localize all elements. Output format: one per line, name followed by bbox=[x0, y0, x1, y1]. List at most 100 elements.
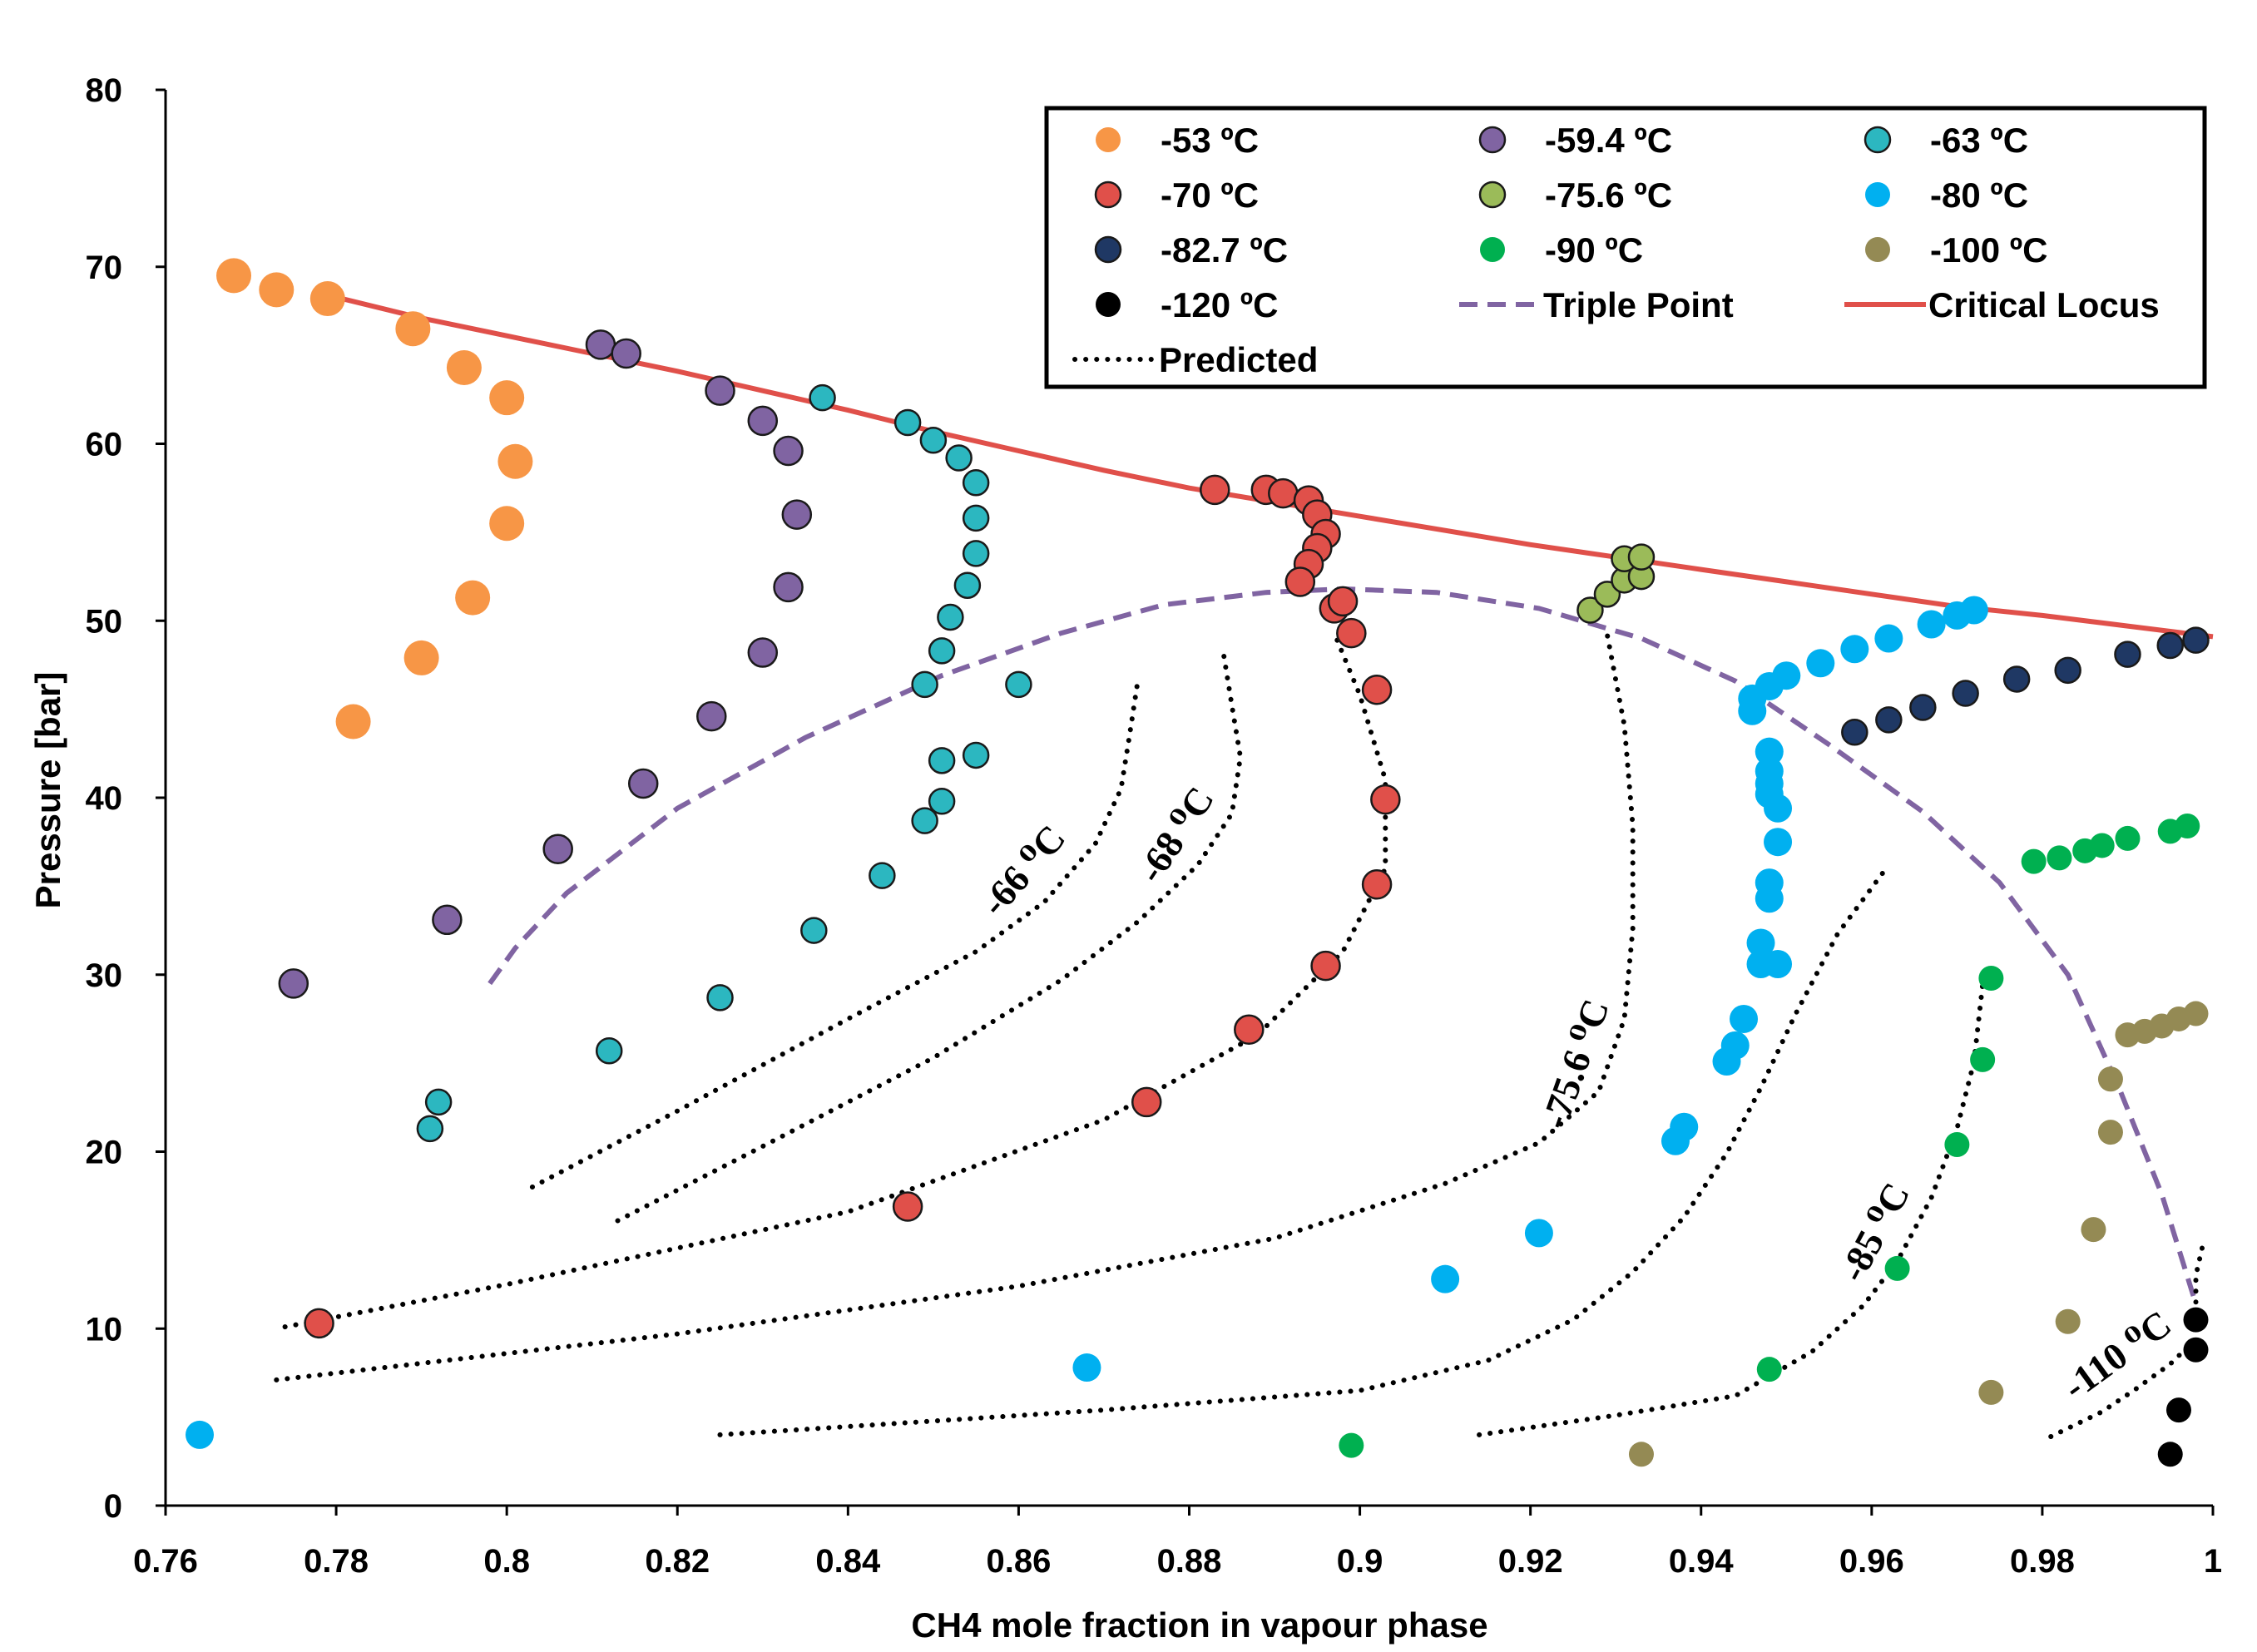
data-point bbox=[809, 383, 836, 412]
legend-label: -90 ºC bbox=[1545, 230, 1643, 270]
x-tick-label: 0.86 bbox=[986, 1543, 1051, 1580]
curve-label: -75.6 ⁰C bbox=[1532, 994, 1616, 1135]
legend-label: -120 ºC bbox=[1161, 285, 1278, 324]
x-tick-label: 0.8 bbox=[483, 1543, 530, 1580]
data-point bbox=[278, 968, 309, 999]
data-point bbox=[706, 984, 734, 1011]
x-tick-label: 0.98 bbox=[2010, 1543, 2075, 1580]
data-point bbox=[1944, 1131, 1970, 1157]
data-point bbox=[928, 637, 956, 665]
data-point bbox=[1917, 610, 1946, 639]
axes: 0.76 0.78 0.8 0.82 0.84 0.86 0.88 0.9 0.92 0.94 0.… bbox=[86, 72, 2223, 1580]
data-point bbox=[1764, 949, 1793, 978]
data-point bbox=[585, 329, 616, 360]
data-point bbox=[1874, 624, 1903, 653]
data-point bbox=[705, 375, 735, 406]
data-point bbox=[595, 1036, 623, 1065]
data-point bbox=[1336, 617, 1367, 649]
predicted-curve bbox=[717, 862, 1892, 1437]
data-point bbox=[2054, 656, 2081, 685]
data-point bbox=[2021, 848, 2047, 874]
legend-label: Predicted bbox=[1159, 340, 1318, 379]
predicted-curve bbox=[615, 650, 1244, 1224]
predicted-curve bbox=[274, 632, 1636, 1382]
data-point bbox=[2114, 641, 2141, 668]
data-point bbox=[1339, 1432, 1364, 1458]
data-point bbox=[403, 640, 439, 675]
data-point bbox=[2081, 1217, 2106, 1243]
x-tick-label: 0.76 bbox=[133, 1543, 198, 1580]
legend-label: -75.6 ºC bbox=[1545, 176, 1672, 215]
data-point bbox=[1327, 586, 1359, 617]
data-point bbox=[1738, 696, 1767, 725]
data-point bbox=[1756, 1357, 1782, 1382]
data-point bbox=[869, 862, 896, 889]
legend-label: Critical Locus bbox=[1928, 285, 2160, 324]
predicted-curve bbox=[282, 631, 1388, 1330]
legend-marker bbox=[1096, 292, 1121, 317]
data-point bbox=[186, 1420, 215, 1449]
legend-label: -63 ºC bbox=[1930, 121, 2028, 160]
data-point bbox=[1884, 1255, 1910, 1281]
data-point bbox=[2072, 838, 2098, 863]
x-tick-label: 0.82 bbox=[645, 1543, 710, 1580]
legend-marker bbox=[1094, 235, 1122, 264]
data-point bbox=[1576, 596, 1604, 624]
legend-marker bbox=[1864, 126, 1892, 154]
data-point bbox=[1712, 1046, 1741, 1076]
data-point bbox=[1370, 784, 1401, 815]
x-tick-label: 0.9 bbox=[1337, 1543, 1383, 1580]
y-axis-title: Pressure [bar] bbox=[28, 672, 67, 909]
data-point bbox=[259, 272, 294, 308]
data-point bbox=[747, 637, 779, 668]
data-point bbox=[2183, 1307, 2209, 1333]
x-tick-label: 0.78 bbox=[304, 1543, 369, 1580]
data-point bbox=[395, 311, 431, 347]
data-point bbox=[928, 747, 956, 774]
data-point bbox=[1755, 884, 1784, 913]
data-point bbox=[1730, 1004, 1759, 1033]
data-point bbox=[542, 833, 573, 864]
data-point bbox=[432, 904, 463, 936]
data-point bbox=[2165, 1397, 2191, 1423]
data-point bbox=[1268, 477, 1299, 509]
legend-marker bbox=[1478, 181, 1507, 209]
data-point bbox=[1943, 601, 1972, 630]
y-tick-label: 60 bbox=[86, 427, 123, 463]
data-point bbox=[1234, 1014, 1265, 1045]
x-tick-label: 0.92 bbox=[1498, 1543, 1563, 1580]
legend: -53 ºC -59.4 ºC -63 ºC -70 ºC -75.6 ºC -80 ºC… bbox=[1044, 106, 2207, 389]
data-point bbox=[416, 1115, 444, 1143]
legend-box bbox=[1044, 106, 2207, 389]
legend-marker bbox=[1096, 127, 1121, 152]
y-tick-label: 50 bbox=[86, 603, 123, 640]
data-point bbox=[1840, 635, 1869, 664]
data-point bbox=[2182, 626, 2210, 654]
data-point bbox=[937, 603, 964, 631]
data-point bbox=[2157, 1442, 2183, 1467]
y-tick-label: 20 bbox=[86, 1135, 123, 1171]
data-point bbox=[1970, 1046, 1996, 1072]
data-point bbox=[2115, 825, 2141, 851]
data-point bbox=[911, 670, 938, 699]
y-tick-label: 30 bbox=[86, 957, 123, 994]
data-point bbox=[1764, 794, 1793, 823]
x-tick-label: 0.96 bbox=[1839, 1543, 1904, 1580]
predicted-curve bbox=[529, 676, 1141, 1190]
legend-label: -70 ºC bbox=[1161, 176, 1259, 215]
data-point bbox=[424, 1088, 453, 1116]
data-point bbox=[1361, 674, 1393, 705]
data-point bbox=[1628, 1442, 1654, 1467]
legend-marker bbox=[1865, 182, 1890, 207]
data-point bbox=[489, 380, 525, 416]
legend-label: -100 ºC bbox=[1930, 230, 2047, 270]
data-point bbox=[1952, 680, 1979, 707]
data-point bbox=[945, 444, 973, 472]
legend-label: -59.4 ºC bbox=[1545, 121, 1672, 160]
data-point bbox=[1431, 1264, 1460, 1293]
data-point bbox=[1072, 1353, 1101, 1382]
data-point bbox=[1764, 828, 1793, 857]
data-point bbox=[1310, 950, 1341, 982]
data-point bbox=[1627, 543, 1656, 571]
